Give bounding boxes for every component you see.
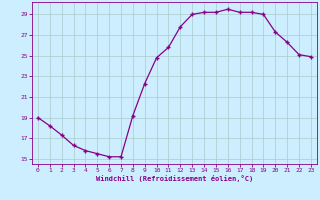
X-axis label: Windchill (Refroidissement éolien,°C): Windchill (Refroidissement éolien,°C) xyxy=(96,175,253,182)
